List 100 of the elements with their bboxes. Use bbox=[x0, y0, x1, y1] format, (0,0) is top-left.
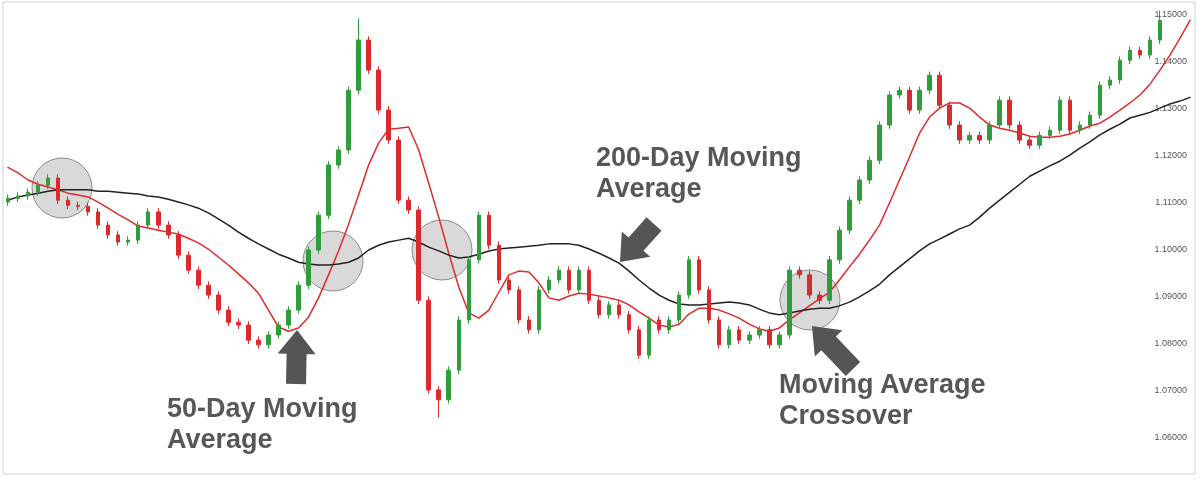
y-tick-label: 1.11000 bbox=[1155, 197, 1187, 208]
candlestick bbox=[26, 187, 30, 201]
candlestick bbox=[717, 315, 721, 350]
candlestick bbox=[266, 330, 271, 350]
candlestick bbox=[707, 285, 711, 325]
candlestick bbox=[376, 65, 381, 115]
candlestick bbox=[36, 180, 40, 197]
candlestick bbox=[286, 305, 291, 330]
candlestick bbox=[116, 230, 120, 247]
candlestick bbox=[937, 71, 942, 110]
candlestick bbox=[236, 318, 241, 330]
candlestick bbox=[697, 255, 701, 295]
candlestick bbox=[226, 305, 231, 327]
candlestick bbox=[256, 335, 261, 350]
candlestick bbox=[246, 320, 251, 345]
y-tick-label: 1.06000 bbox=[1154, 431, 1187, 442]
candlestick bbox=[1108, 75, 1112, 90]
candlestick bbox=[86, 202, 90, 217]
candlestick bbox=[46, 173, 50, 190]
candlestick bbox=[436, 385, 441, 419]
y-tick-label: 1.09000 bbox=[1154, 291, 1187, 301]
candlestick bbox=[1078, 120, 1082, 135]
candlestick bbox=[777, 330, 782, 350]
candlestick bbox=[1088, 110, 1092, 130]
candlestick bbox=[917, 86, 922, 115]
candlestick bbox=[897, 86, 902, 100]
candlestick bbox=[1128, 46, 1132, 65]
candlestick bbox=[416, 205, 421, 305]
candlestick bbox=[176, 230, 181, 260]
candlestick bbox=[136, 220, 140, 245]
candlestick bbox=[426, 295, 431, 395]
candlestick bbox=[386, 105, 391, 145]
candlestick bbox=[16, 191, 20, 203]
candlestick bbox=[356, 17, 361, 95]
candlestick bbox=[336, 145, 341, 170]
candlestick bbox=[507, 275, 511, 295]
candlestick bbox=[557, 265, 561, 285]
candlestick bbox=[677, 290, 681, 325]
annotation: 50-Day Moving Average bbox=[167, 393, 359, 455]
candlestick bbox=[577, 265, 581, 295]
candlestick bbox=[366, 35, 371, 75]
candlestick bbox=[847, 195, 852, 235]
annotation: 200-Day Moving Average bbox=[596, 142, 803, 204]
candlestick bbox=[396, 135, 401, 205]
candlestick bbox=[747, 330, 752, 345]
candlestick bbox=[727, 325, 731, 350]
candlestick bbox=[597, 295, 601, 320]
candlestick bbox=[457, 315, 461, 375]
candlestick bbox=[106, 220, 110, 240]
candlestick bbox=[607, 300, 611, 320]
candlestick bbox=[787, 265, 792, 340]
candlestick bbox=[1118, 55, 1122, 85]
candlestick bbox=[296, 280, 301, 315]
candlestick bbox=[1007, 95, 1012, 130]
annotation: Moving Average Crossover bbox=[779, 369, 987, 431]
candlestick bbox=[1027, 135, 1032, 150]
candlestick bbox=[997, 95, 1002, 130]
candlestick bbox=[817, 290, 822, 305]
candlestick bbox=[1037, 131, 1042, 150]
candlestick bbox=[627, 310, 631, 335]
candlestick bbox=[947, 101, 952, 130]
candlestick bbox=[807, 270, 812, 300]
candlestick bbox=[617, 300, 621, 320]
candlestick bbox=[987, 120, 992, 145]
candlestick bbox=[667, 315, 671, 335]
candlestick bbox=[446, 365, 451, 405]
y-tick-label: 1.10000 bbox=[1154, 244, 1187, 255]
candlestick bbox=[66, 195, 70, 210]
candlestick bbox=[196, 265, 201, 290]
candlestick bbox=[1138, 46, 1142, 60]
candlestick bbox=[797, 265, 802, 280]
candlestick bbox=[306, 245, 311, 290]
candlestick bbox=[887, 90, 892, 130]
candlestick bbox=[96, 207, 100, 230]
candlestick bbox=[406, 195, 411, 215]
candlestick bbox=[76, 201, 80, 211]
candlestick bbox=[1058, 95, 1062, 135]
candlestick bbox=[276, 320, 281, 340]
candlestick bbox=[487, 210, 491, 250]
candlestick bbox=[56, 173, 60, 205]
candlestick bbox=[857, 175, 862, 205]
candlestick bbox=[637, 325, 641, 360]
candlestick bbox=[186, 250, 191, 275]
candlestick bbox=[547, 275, 551, 295]
line-series bbox=[7, 96, 1191, 316]
candlestick bbox=[1068, 95, 1072, 135]
candlestick bbox=[156, 207, 161, 230]
candlestick bbox=[837, 225, 842, 265]
candlestick bbox=[977, 131, 982, 145]
candlestick bbox=[316, 210, 321, 255]
candlestick bbox=[967, 131, 972, 145]
y-tick-label: 1.08000 bbox=[1154, 337, 1187, 348]
candlestick bbox=[737, 325, 741, 345]
candlestick bbox=[517, 285, 521, 325]
candlestick bbox=[537, 285, 541, 335]
candlestick bbox=[146, 207, 150, 230]
candlestick bbox=[567, 265, 571, 295]
candlestick bbox=[1098, 80, 1102, 120]
candlestick bbox=[477, 210, 481, 265]
candlestick bbox=[206, 280, 211, 300]
